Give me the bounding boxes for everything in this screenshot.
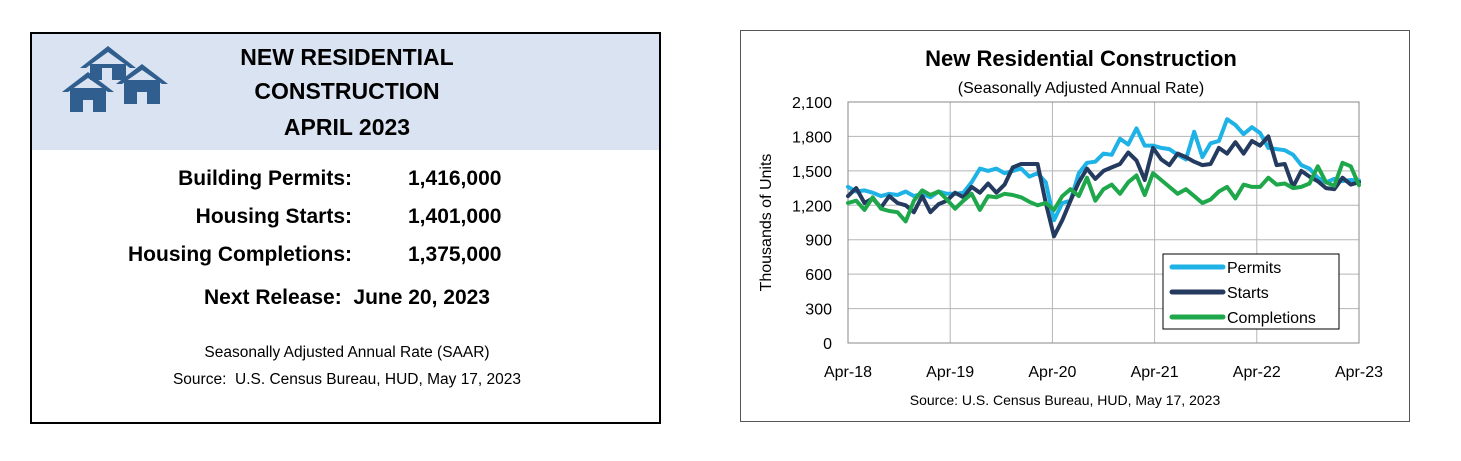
summary-title-line-2: CONSTRUCTION [254,78,440,104]
series-line-starts [846,134,1361,239]
series-line-completions [846,160,1361,224]
y-tick-label: 1,200 [792,198,832,215]
line-chart: New Residential Construction (Seasonally … [758,46,1383,408]
building-permits-label: Building Permits: [178,167,352,190]
summary-title-line-1: NEW RESIDENTIAL [240,44,454,70]
chart-panel: New Residential Construction (Seasonally … [740,30,1410,422]
x-tick-label: Apr-22 [1233,364,1281,381]
chart-source: Source: U.S. Census Bureau, HUD, May 17,… [910,392,1221,408]
legend-label-starts: Starts [1227,285,1269,302]
y-tick-label: 1,500 [792,164,832,181]
x-tick-label: Apr-19 [926,364,974,381]
legend-label-completions: Completions [1227,310,1316,327]
y-tick-label: 1,800 [792,129,832,146]
x-tick-label: Apr-21 [1131,364,1179,381]
y-tick-label: 900 [805,233,832,250]
y-tick-label: 0 [823,336,832,353]
summary-header: NEW RESIDENTIAL CONSTRUCTION APRIL 2023 [32,34,659,150]
x-tick-label: Apr-20 [1028,364,1076,381]
chart-subtitle: (Seasonally Adjusted Annual Rate) [958,80,1204,97]
housing-completions-label: Housing Completions: [128,243,352,266]
saar-note: Seasonally Adjusted Annual Rate (SAAR) [204,344,490,361]
summary-source: Source: U.S. Census Bureau, HUD, May 17,… [172,371,522,388]
summary-panel: NEW RESIDENTIAL CONSTRUCTION APRIL 2023 … [30,32,661,424]
legend-label-permits: Permits [1227,260,1281,277]
y-axis-label: Thousands of Units [758,154,775,292]
next-release: Next Release: June 20, 2023 [203,286,490,309]
x-tick-label: Apr-18 [824,364,872,381]
chart-title: New Residential Construction [925,46,1237,71]
housing-starts-label: Housing Starts: [195,205,352,228]
housing-starts-value: 1,401,000 [408,205,502,228]
y-tick-label: 2,100 [792,95,832,112]
y-tick-label: 300 [805,302,832,319]
housing-completions-value: 1,375,000 [408,243,502,266]
plot-area [847,101,1360,344]
building-permits-value: 1,416,000 [408,167,502,190]
houses-icon [62,46,168,112]
x-tick-label: Apr-23 [1335,364,1383,381]
y-tick-label: 600 [805,267,832,284]
summary-title-line-3: APRIL 2023 [283,114,411,140]
